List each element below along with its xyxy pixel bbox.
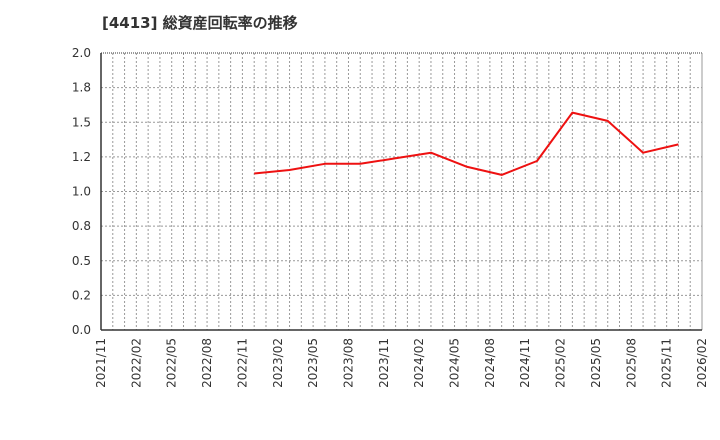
grid-lines — [101, 52, 703, 330]
chart-title: [4413] 総資産回転率の推移 — [102, 14, 298, 32]
x-tick-label: 2024/05 — [448, 338, 462, 388]
x-tick-label: 2023/05 — [306, 338, 320, 388]
x-tick-label: 2021/11 — [94, 338, 108, 388]
y-tick-label: 1.8 — [72, 81, 91, 95]
x-tick-label: 2023/11 — [377, 338, 391, 388]
x-tick-label: 2026/02 — [695, 338, 709, 388]
x-tick-label: 2023/08 — [341, 338, 355, 388]
x-tick-label: 2025/08 — [624, 338, 638, 388]
y-tick-label: 2.0 — [72, 46, 91, 60]
series-line — [254, 111, 679, 176]
y-tick-label: 0.0 — [72, 323, 91, 337]
x-tick-label: 2024/11 — [518, 338, 532, 388]
x-tick-label: 2022/08 — [200, 338, 214, 388]
y-tick-label: 0.8 — [72, 219, 91, 233]
x-tick-label: 2022/02 — [129, 338, 143, 388]
data-series — [254, 111, 679, 176]
y-tick-label: 0.2 — [72, 288, 91, 302]
y-tick-label: 1.2 — [72, 150, 91, 164]
x-tick-label: 2025/02 — [554, 338, 568, 388]
y-tick-label: 0.5 — [72, 254, 91, 268]
x-tick-label: 2024/08 — [483, 338, 497, 388]
y-axis: 0.0 0.2 0.5 0.8 1.0 1.2 1.5 1.8 2.0 — [72, 46, 102, 337]
x-tick-label: 2022/11 — [235, 338, 249, 388]
x-axis: 2021/11 2022/02 2022/05 2022/08 2022/11 2023/… — [94, 329, 709, 388]
x-tick-label: 2023/02 — [271, 338, 285, 388]
x-tick-label: 2025/05 — [589, 338, 603, 388]
x-tick-label: 2025/11 — [660, 338, 674, 388]
y-tick-label: 1.5 — [72, 115, 91, 129]
y-tick-label: 1.0 — [72, 185, 91, 199]
x-tick-label: 2024/02 — [412, 338, 426, 388]
x-tick-label: 2022/05 — [165, 338, 179, 388]
